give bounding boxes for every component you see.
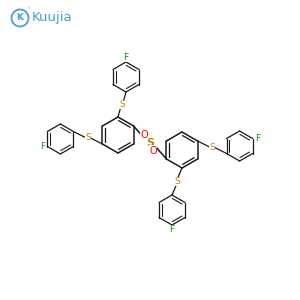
Text: °: ° xyxy=(27,7,30,12)
Text: F: F xyxy=(169,226,175,235)
Text: F: F xyxy=(255,134,260,143)
Text: S: S xyxy=(146,137,154,148)
Text: F: F xyxy=(123,52,129,62)
Text: S: S xyxy=(174,177,180,186)
Text: O: O xyxy=(149,146,157,155)
Text: Kuujia: Kuujia xyxy=(32,11,73,25)
Text: S: S xyxy=(119,100,125,109)
Text: S: S xyxy=(209,143,215,152)
Text: F: F xyxy=(40,142,45,151)
Text: O: O xyxy=(140,130,148,140)
Text: S: S xyxy=(85,133,91,142)
Text: K: K xyxy=(16,14,23,22)
